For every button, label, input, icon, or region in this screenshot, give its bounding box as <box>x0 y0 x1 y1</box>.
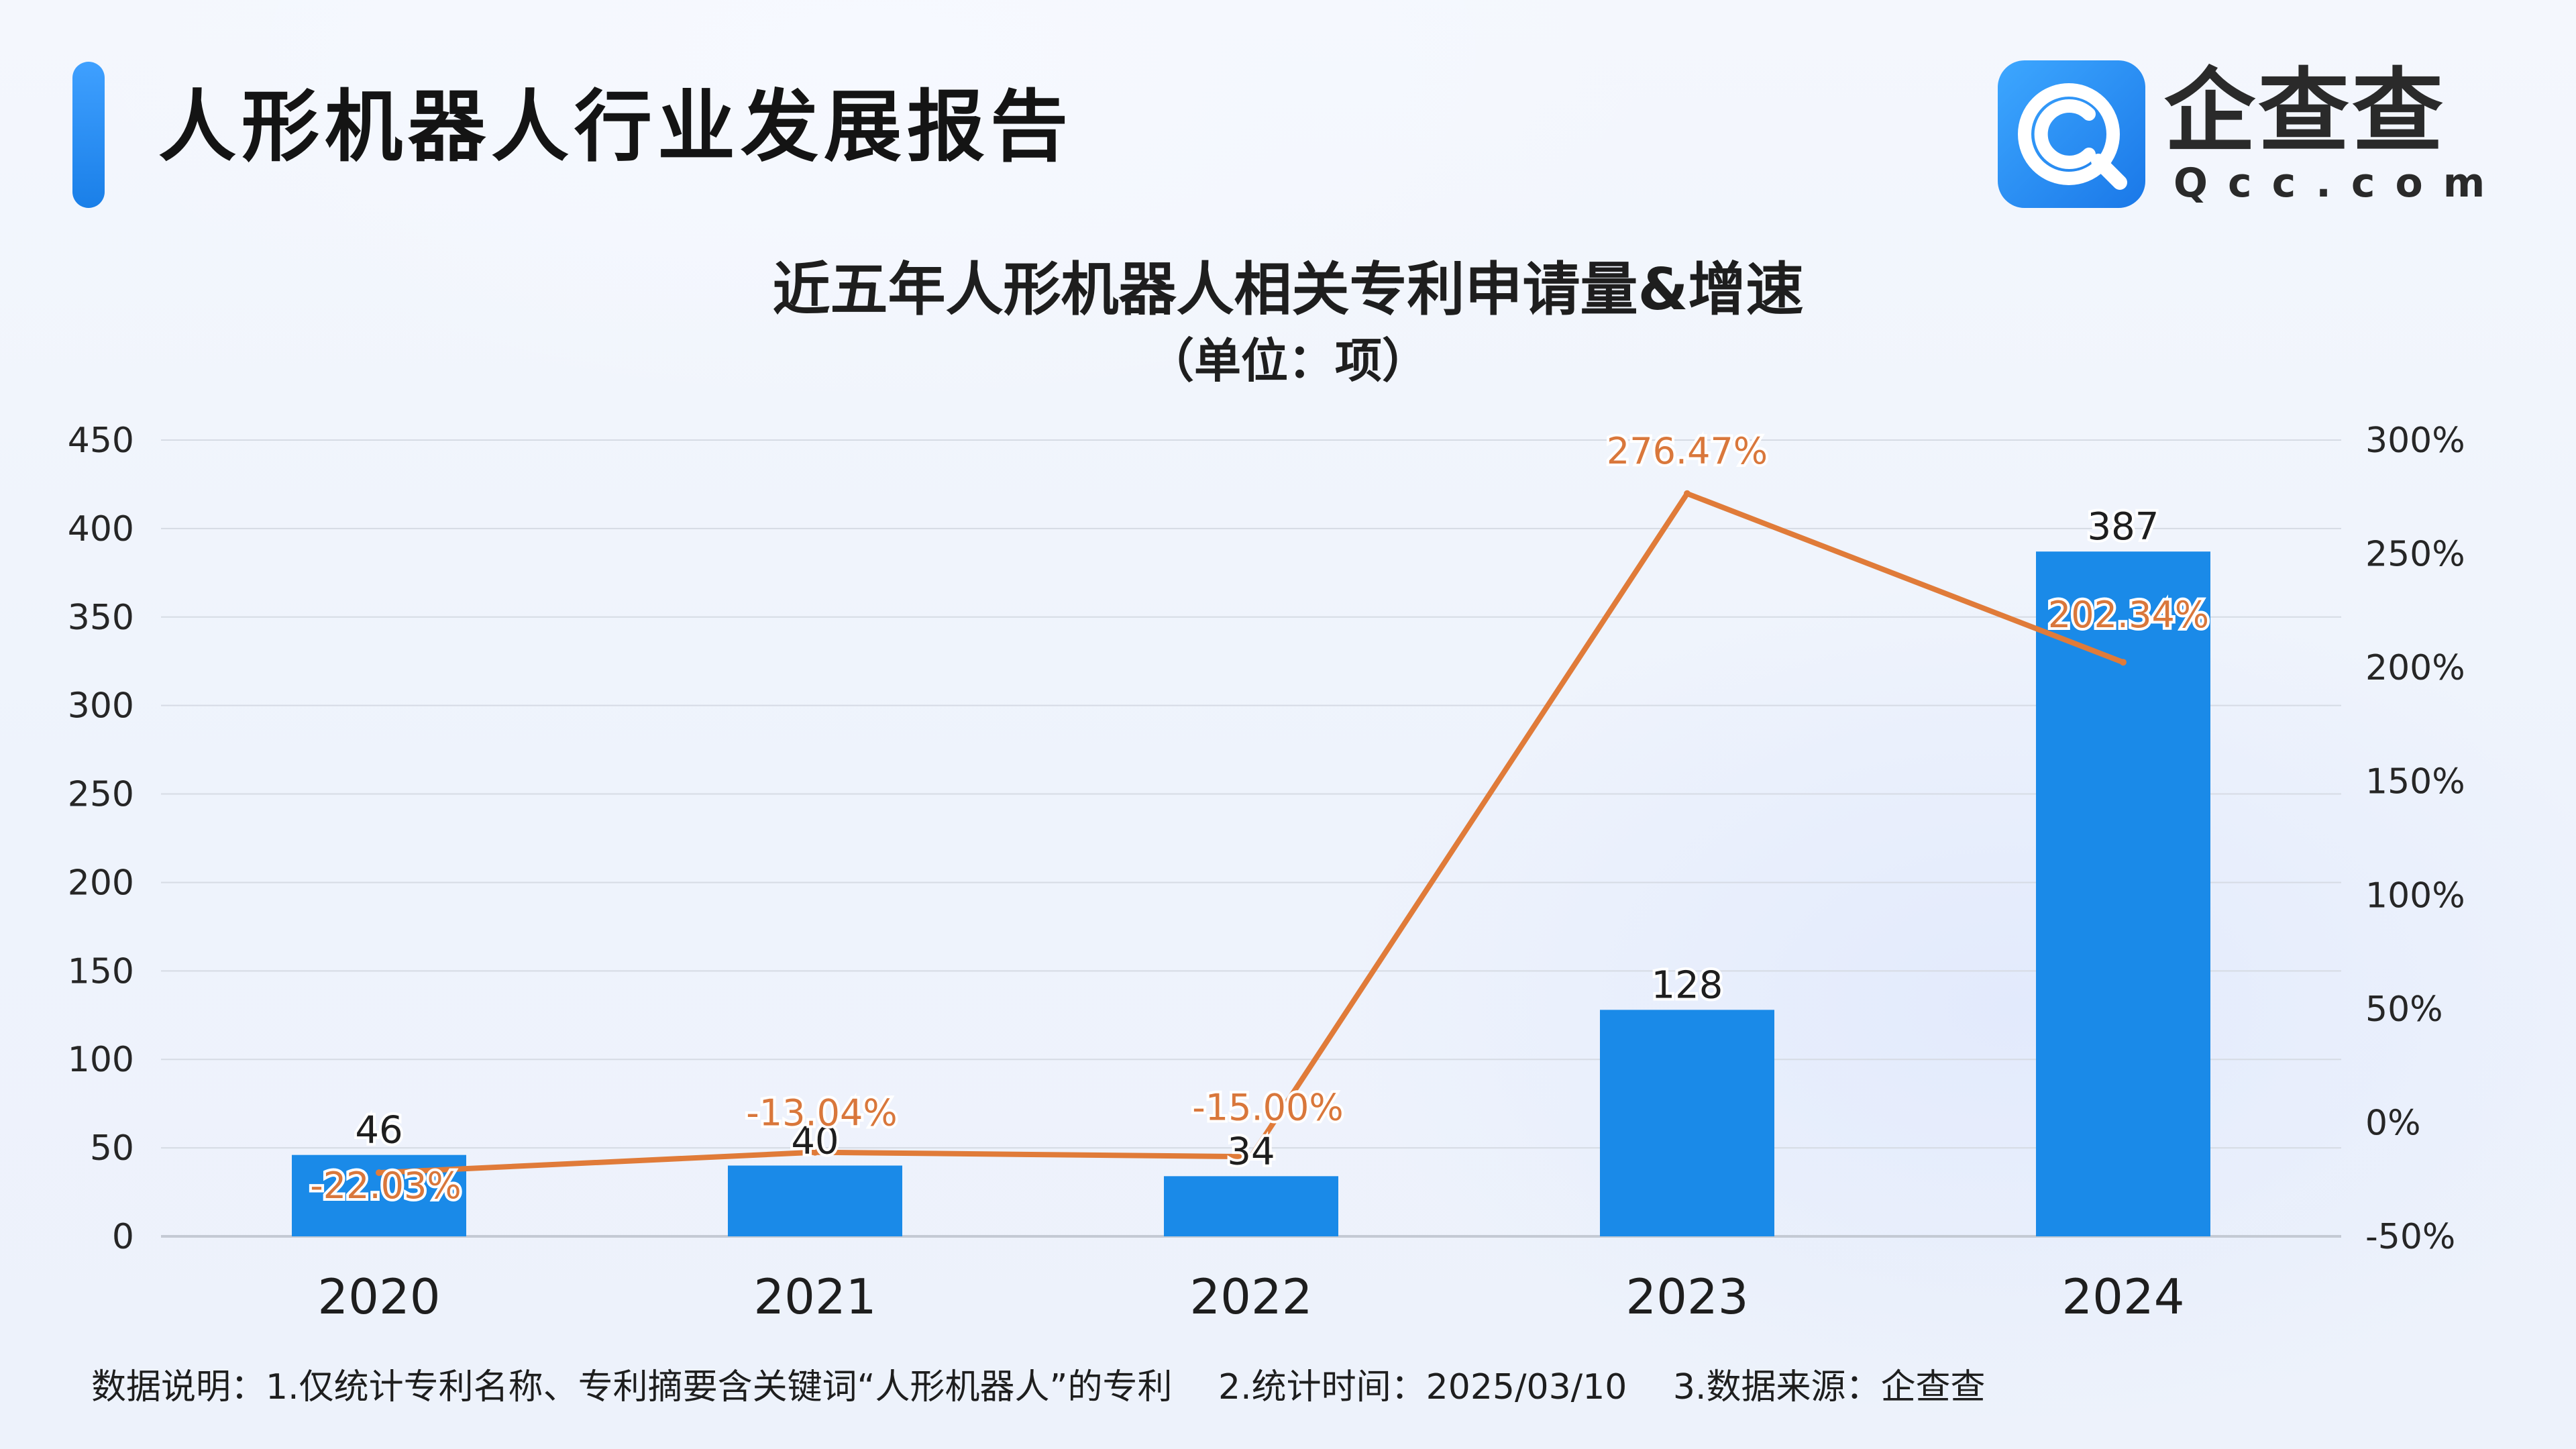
x-tick-label: 2021 <box>753 1269 876 1325</box>
y-left-tick-label: 0 <box>112 1217 134 1257</box>
y-left-tick-label: 300 <box>68 686 134 727</box>
growth-value-label: -22.03% <box>310 1165 461 1207</box>
y-right-tick-label: 250% <box>2365 535 2465 575</box>
bar <box>1164 1176 1338 1236</box>
title-accent-bar <box>72 62 105 208</box>
footnote-note-2: 2.统计时间：2025/03/10 <box>1218 1367 1627 1407</box>
y-right-tick-label: 150% <box>2365 762 2465 802</box>
growth-point <box>812 1148 818 1156</box>
x-tick-label: 2022 <box>1189 1269 1312 1325</box>
qcc-logo-icon <box>1998 60 2145 208</box>
chart-title: 近五年人形机器人相关专利申请量&增速 <box>772 256 1804 323</box>
chart-subtitle: （单位：项） <box>1147 333 1429 388</box>
x-tick-label: 2023 <box>1625 1269 1748 1325</box>
y-left-tick-label: 200 <box>68 863 134 903</box>
growth-value-label: -15.00% <box>1192 1086 1343 1128</box>
footnote-note-1: 数据说明：1.仅统计专利名称、专利摘要含关键词“人形机器人”的专利 <box>91 1367 1173 1407</box>
x-tick-label: 2020 <box>317 1269 440 1325</box>
y-right-tick-label: 300% <box>2365 421 2465 461</box>
logo-domain: Qcc.com <box>2174 160 2506 207</box>
growth-value-label: 202.34% <box>2048 594 2209 636</box>
growth-point <box>1248 1153 1254 1161</box>
y-left-tick-label: 450 <box>68 421 134 461</box>
y-right-tick-label: 200% <box>2365 648 2465 688</box>
footnote: 数据说明：1.仅统计专利名称、专利摘要含关键词“人形机器人”的专利 2.统计时间… <box>91 1359 2506 1415</box>
y-right-tick-label: 100% <box>2365 875 2465 916</box>
y-left-tick-label: 100 <box>68 1040 134 1080</box>
growth-point <box>1684 490 1690 497</box>
y-right-tick-label: 50% <box>2365 989 2443 1030</box>
logo-name: 企查查 <box>2164 59 2446 165</box>
y-left-tick-label: 350 <box>68 598 134 638</box>
x-tick-label: 2024 <box>2061 1269 2184 1325</box>
report-title: 人形机器人行业发展报告 <box>158 82 1073 172</box>
y-right-tick-label: -50% <box>2365 1217 2455 1257</box>
bar-value-label: 46 <box>355 1109 402 1152</box>
bar-value-label: 34 <box>1227 1130 1275 1173</box>
growth-value-label: -13.04% <box>746 1092 897 1134</box>
y-left-tick-label: 50 <box>90 1128 134 1169</box>
growth-line <box>378 490 2125 1176</box>
y-left-tick-label: 150 <box>68 951 134 991</box>
y-right-tick-label: 0% <box>2365 1103 2421 1143</box>
growth-point <box>376 1169 382 1177</box>
y-left-tick-label: 400 <box>68 509 134 549</box>
y-left-tick-label: 250 <box>68 775 134 815</box>
growth-value-label: 276.47% <box>1607 430 1768 472</box>
bar-value-label: 40 <box>791 1119 839 1163</box>
bar-value-label: 387 <box>2088 505 2159 549</box>
bar <box>1600 1010 1774 1236</box>
growth-point <box>2120 659 2127 666</box>
bar <box>2036 551 2210 1236</box>
footnote-note-3: 3.数据来源：企查查 <box>1672 1367 1986 1407</box>
bar <box>728 1165 902 1236</box>
bar-value-label: 128 <box>1652 963 1723 1007</box>
